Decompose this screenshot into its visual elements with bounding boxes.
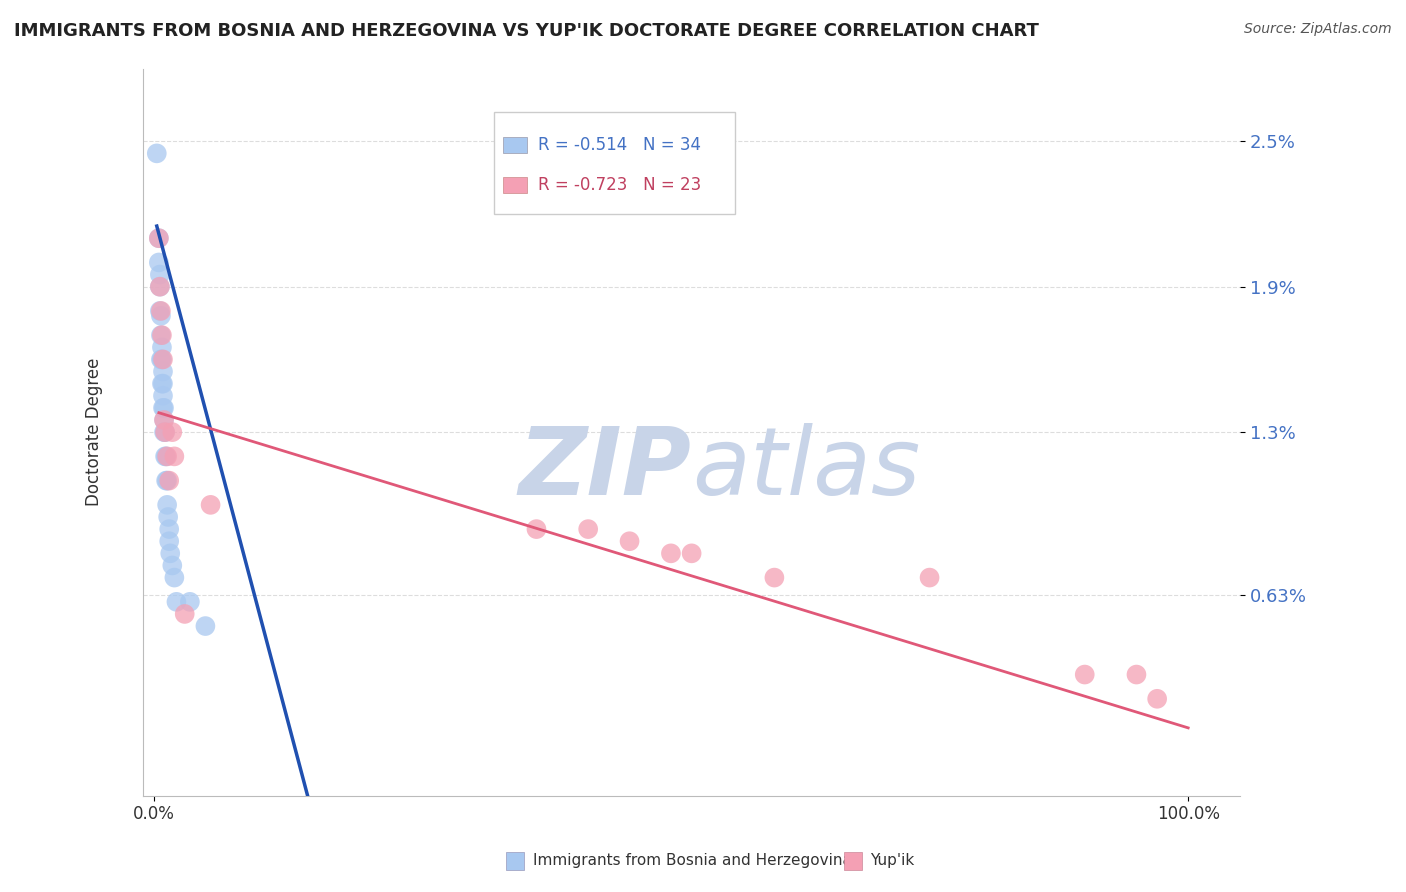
Legend:  (1222, 76, 1233, 87)
Text: Immigrants from Bosnia and Herzegovina: Immigrants from Bosnia and Herzegovina (533, 854, 852, 868)
Point (149, 279, 172, 293)
Point (619, 534, 641, 549)
Point (149, 309, 172, 323)
Point (200, 498, 222, 512)
Point (194, 619, 217, 633)
Point (149, 268, 172, 282)
Point (156, 498, 179, 512)
Text: ZIP: ZIP (519, 423, 692, 515)
Point (150, 376, 173, 391)
Point (153, 413, 176, 427)
Text: IMMIGRANTS FROM BOSNIA AND HERZEGOVINA VS YUP'IK DOCTORATE DEGREE CORRELATION CH: IMMIGRANTS FROM BOSNIA AND HERZEGOVINA V… (14, 22, 1039, 40)
Point (162, 558, 184, 573)
Text: R = -0.514   N = 34: R = -0.514 N = 34 (538, 136, 702, 153)
Text: atlas: atlas (692, 423, 920, 514)
Point (149, 279, 172, 293)
Point (153, 450, 176, 464)
Point (179, 595, 201, 609)
Point (659, 546, 682, 560)
Point (163, 450, 186, 464)
Point (162, 425, 184, 439)
Point (576, 522, 599, 536)
Point (918, 571, 941, 585)
Point (155, 474, 177, 488)
Text: Yup'ik: Yup'ik (870, 854, 914, 868)
Point (152, 352, 174, 367)
Point (150, 340, 173, 354)
Point (156, 450, 179, 464)
Text: Source: ZipAtlas.com: Source: ZipAtlas.com (1244, 22, 1392, 37)
Point (1146, 691, 1168, 706)
Point (152, 401, 174, 415)
Point (681, 546, 703, 560)
Point (153, 401, 176, 415)
Point (150, 352, 173, 367)
Point (149, 328, 172, 343)
Bar (503, 178, 527, 194)
Point (153, 425, 176, 439)
Point (159, 546, 181, 560)
Point (152, 376, 174, 391)
Point (152, 389, 174, 403)
Point (148, 231, 170, 245)
Text: R = -0.723   N = 23: R = -0.723 N = 23 (538, 177, 702, 194)
Point (157, 474, 180, 488)
Point (149, 304, 172, 318)
Point (157, 534, 180, 549)
Point (173, 607, 195, 621)
Point (153, 425, 176, 439)
Point (1074, 667, 1097, 681)
Point (152, 365, 174, 379)
Point (148, 255, 170, 269)
Point (763, 571, 786, 585)
Point (153, 425, 176, 439)
Point (149, 352, 172, 367)
Point (157, 510, 180, 524)
Point (153, 413, 176, 427)
Point (155, 450, 177, 464)
Point (149, 304, 172, 318)
Point (156, 474, 179, 488)
Bar (503, 136, 527, 153)
Point (150, 328, 173, 343)
Point (157, 522, 180, 536)
Point (148, 231, 170, 245)
FancyBboxPatch shape (495, 112, 735, 214)
Point (163, 571, 186, 585)
Point (146, 146, 169, 161)
Text: Doctorate Degree: Doctorate Degree (84, 358, 103, 507)
Point (1125, 667, 1147, 681)
Point (165, 595, 187, 609)
Point (526, 522, 548, 536)
